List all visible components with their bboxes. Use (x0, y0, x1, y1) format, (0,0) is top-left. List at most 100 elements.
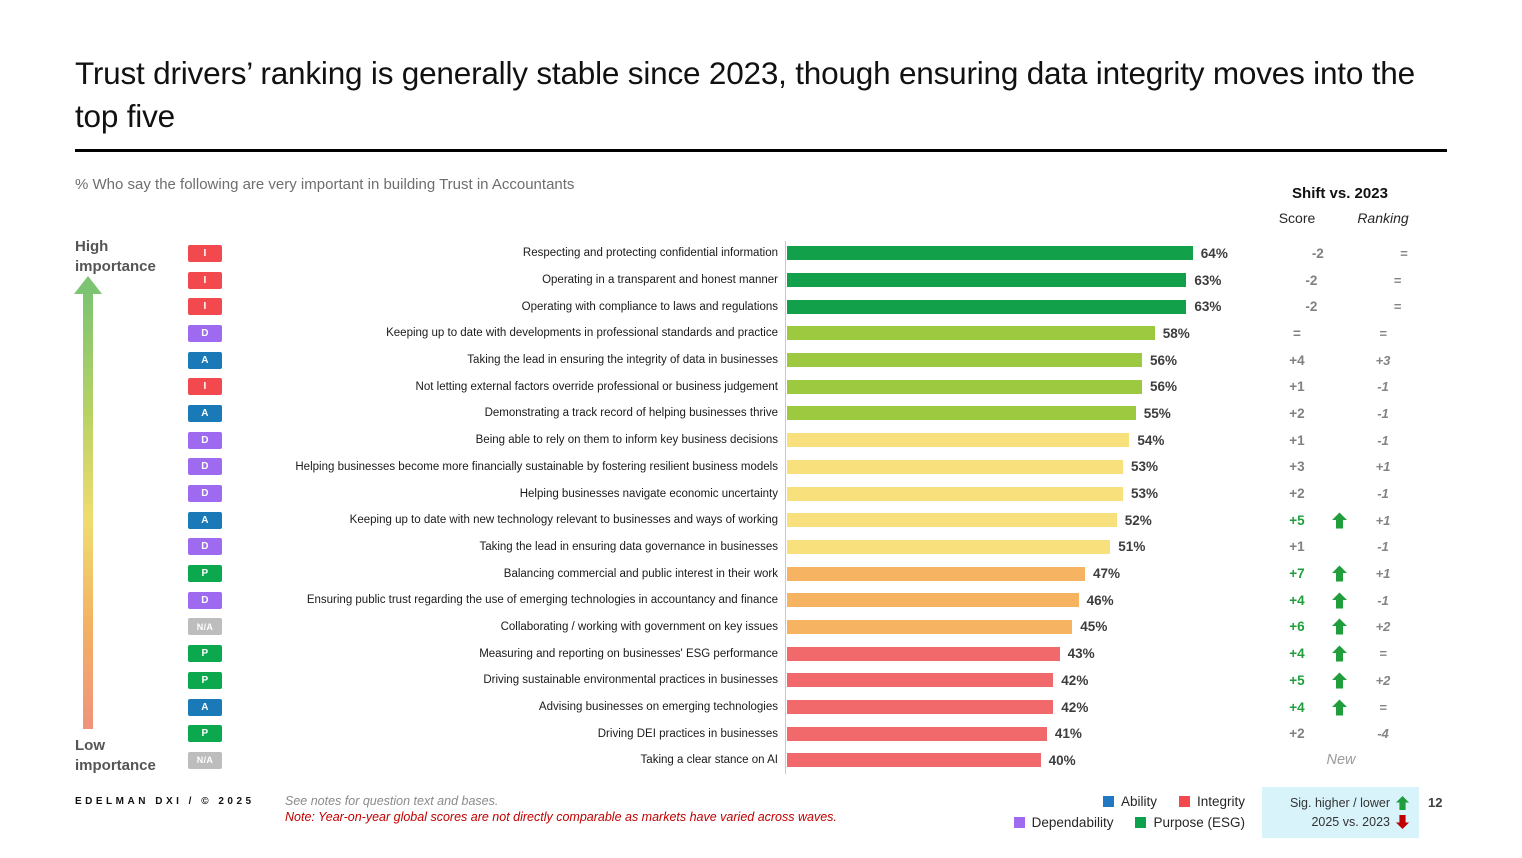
legend-item: Integrity (1178, 794, 1245, 809)
category-badge: P (188, 565, 222, 583)
bar-value: 45% (1080, 619, 1108, 635)
category-badge: D (188, 458, 222, 476)
chart-row: N/A Taking a clear stance on AI 40% New (0, 747, 1522, 774)
bar-value: 42% (1061, 672, 1089, 688)
shift-score: +2 (1289, 405, 1305, 421)
shift-ranking: = (1393, 299, 1402, 315)
category-badge: A (188, 404, 222, 422)
bar-value: 58% (1162, 325, 1190, 341)
sig-arrow-cell (1322, 618, 1356, 635)
bar (787, 486, 1123, 501)
driver-label: Helping businesses navigate economic unc… (519, 487, 778, 500)
sig-up-arrow-icon (1395, 795, 1410, 811)
category-badge: N/A (188, 618, 222, 636)
sig-arrow-cell (1322, 699, 1356, 716)
shift-score: -2 (1311, 245, 1324, 261)
bar-value: 40% (1048, 752, 1076, 768)
driver-label: Operating with compliance to laws and re… (521, 300, 778, 313)
category-badge: I (188, 271, 222, 289)
sig-line2-label: 2025 vs. 2023 (1311, 815, 1390, 829)
shift-score: +2 (1289, 486, 1305, 502)
sig-up-arrow-icon (1331, 565, 1347, 582)
chart-row: D Keeping up to date with developments in… (0, 320, 1522, 347)
shift-score: +6 (1289, 619, 1305, 635)
shift-score: +5 (1289, 672, 1305, 688)
bar-value: 51% (1118, 539, 1146, 555)
bar-value: 63% (1194, 272, 1222, 288)
legend-row: Ability Integrity (870, 791, 1245, 812)
shift-score: +7 (1289, 566, 1305, 582)
sig-arrow-cell (1322, 672, 1356, 689)
new-indicator: New (1326, 752, 1356, 769)
bar-value: 56% (1150, 379, 1178, 395)
chart-row: A Taking the lead in ensuring the integri… (0, 347, 1522, 374)
shift-ranking: -1 (1377, 379, 1389, 395)
shift-score: +1 (1289, 539, 1305, 555)
bar-area: 43% (787, 646, 1207, 661)
legend-item: Dependability (1013, 815, 1113, 830)
legend-item: Purpose (ESG) (1135, 815, 1245, 830)
chart-row: I Not letting external factors override p… (0, 373, 1522, 400)
bar-area: 63% (787, 273, 1221, 288)
bar-area: 58% (787, 326, 1207, 341)
category-badge: A (188, 351, 222, 369)
chart-row: D Taking the lead in ensuring data govern… (0, 534, 1522, 561)
bar-value: 47% (1093, 566, 1121, 582)
driver-label: Driving sustainable environmental practi… (483, 674, 778, 687)
bar-area: 52% (787, 513, 1207, 528)
bar-value: 54% (1137, 432, 1165, 448)
page-number: 12 (1428, 795, 1443, 810)
category-badge: N/A (188, 751, 222, 769)
bar-area: 46% (787, 593, 1207, 608)
driver-label: Ensuring public trust regarding the use … (306, 594, 778, 607)
title-divider (75, 149, 1447, 152)
chart-row: D Helping businesses navigate economic un… (0, 480, 1522, 507)
chart-row: I Respecting and protecting confidential … (0, 240, 1522, 267)
driver-label: Measuring and reporting on businesses' E… (479, 647, 778, 660)
chart-row: D Being able to rely on them to inform ke… (0, 427, 1522, 454)
bar-area: 41% (787, 726, 1207, 741)
chart-row: A Advising businesses on emerging technol… (0, 694, 1522, 721)
bar-value: 55% (1143, 405, 1171, 421)
driver-label: Not letting external factors override pr… (415, 380, 778, 393)
shift-ranking: -1 (1377, 486, 1389, 502)
sig-up-arrow-icon (1331, 672, 1347, 689)
chart-row: P Measuring and reporting on businesses' … (0, 640, 1522, 667)
driver-label: Advising businesses on emerging technolo… (538, 701, 778, 714)
sig-up-arrow-icon (1331, 699, 1347, 715)
chart-row: I Operating in a transparent and honest m… (0, 267, 1522, 294)
shift-ranking: = (1379, 699, 1387, 715)
bar-area: 53% (787, 486, 1207, 501)
shift-score: = (1293, 325, 1301, 341)
chart-row: N/A Collaborating / working with governme… (0, 614, 1522, 641)
chart-row: P Balancing commercial and public interes… (0, 560, 1522, 587)
bar-area: 40% (787, 753, 1207, 768)
legend-swatch-icon (1178, 796, 1190, 807)
legend-row: Dependability Purpose (ESG) (870, 812, 1245, 833)
bar-area: 53% (787, 459, 1207, 474)
chart-row: I Operating with compliance to laws and r… (0, 293, 1522, 320)
sig-arrow-cell (1322, 512, 1356, 529)
bar-value: 43% (1067, 646, 1095, 662)
bar-area: 56% (787, 379, 1207, 394)
bar (787, 566, 1085, 581)
category-badge: D (188, 538, 222, 556)
driver-label: Driving DEI practices in businesses (597, 727, 778, 740)
bar (787, 353, 1142, 368)
bar (787, 299, 1187, 314)
sig-down-arrow-icon (1395, 814, 1410, 830)
category-badge: A (188, 511, 222, 529)
sig-line1-label: Sig. higher / lower (1289, 796, 1390, 810)
bar-value: 64% (1200, 245, 1228, 261)
shift-ranking: -1 (1377, 405, 1389, 421)
sig-arrow-cell (1322, 565, 1356, 582)
bar (787, 700, 1054, 715)
shift-score: -2 (1305, 299, 1318, 315)
sig-up-arrow-icon (1331, 512, 1347, 529)
sig-higher-lower-line: Sig. higher / lower (1290, 795, 1410, 811)
category-badge: P (188, 725, 222, 743)
significance-key: Sig. higher / lower 2025 vs. 2023 (1262, 787, 1419, 838)
driver-label: Balancing commercial and public interest… (503, 567, 778, 580)
bar-area: 47% (787, 566, 1207, 581)
shift-ranking: = (1379, 646, 1387, 662)
